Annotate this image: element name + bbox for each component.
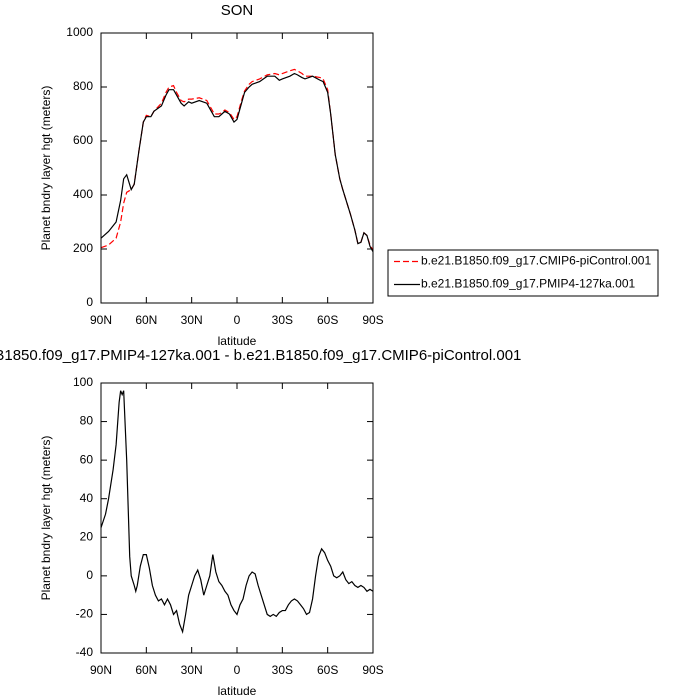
y-tick-label: 20	[80, 529, 94, 543]
x-axis-title: latitude	[218, 684, 257, 698]
y-tick-label: 1000	[66, 25, 93, 39]
chart-title: SON	[221, 2, 254, 19]
y-tick-label: 80	[80, 414, 94, 428]
plot-frame	[100, 32, 374, 304]
x-tick-label: 60S	[317, 313, 338, 327]
y-tick-label: 60	[80, 452, 94, 466]
y-tick-label: 400	[73, 187, 93, 201]
y-tick-label: 600	[73, 133, 93, 147]
y-tick-label: 800	[73, 79, 93, 93]
x-tick-label: 30S	[272, 663, 293, 677]
y-tick-label: -40	[76, 645, 94, 659]
chart-title: b.e21.B1850.f09_g17.PMIP4-127ka.001 - b.…	[0, 347, 521, 364]
x-tick-label: 90S	[362, 313, 383, 327]
plot-frame	[100, 382, 374, 654]
x-tick-label: 60N	[135, 663, 157, 677]
y-tick-label: -20	[76, 607, 94, 621]
y-axis-title: Planet bndry layer hgt (meters)	[39, 436, 53, 601]
x-tick-label: 0	[234, 313, 241, 327]
y-tick-label: 40	[80, 491, 94, 505]
x-tick-label: 30N	[181, 313, 203, 327]
x-tick-label: 30S	[272, 313, 293, 327]
data-line	[100, 390, 374, 635]
x-axis-title: latitude	[218, 334, 257, 348]
y-tick-label: 0	[86, 295, 93, 309]
y-tick-label: 100	[73, 375, 93, 389]
x-tick-label: 60S	[317, 663, 338, 677]
y-tick-label: 200	[73, 241, 93, 255]
x-tick-label: 90S	[362, 663, 383, 677]
legend-label: b.e21.B1850.f09_g17.PMIP4-127ka.001	[421, 277, 635, 291]
y-tick-label: 0	[86, 568, 93, 582]
x-tick-label: 0	[234, 663, 241, 677]
x-tick-label: 30N	[181, 663, 203, 677]
x-tick-label: 90N	[90, 313, 112, 327]
x-tick-label: 60N	[135, 313, 157, 327]
legend-box	[387, 249, 659, 297]
y-axis-title: Planet bndry layer hgt (meters)	[39, 86, 53, 251]
legend-label: b.e21.B1850.f09_g17.CMIP6-piControl.001	[421, 254, 651, 268]
data-line	[100, 72, 374, 252]
data-line	[100, 68, 374, 251]
x-tick-label: 90N	[90, 663, 112, 677]
